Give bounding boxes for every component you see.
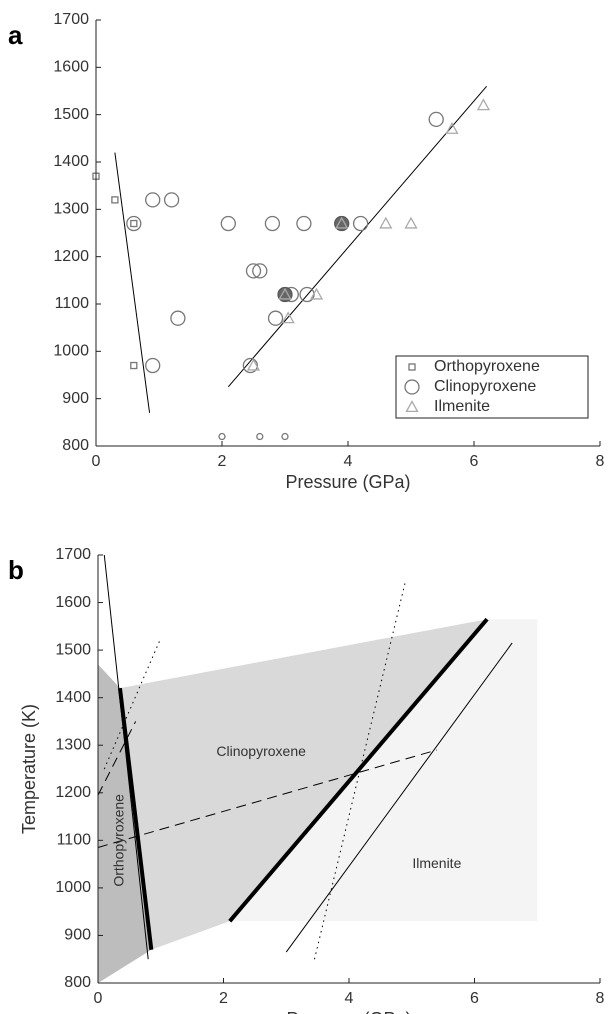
y-tick-label: 1500	[55, 641, 91, 658]
y-tick-label: 1300	[53, 201, 89, 218]
marker-circle	[281, 432, 289, 441]
y-tick-label: 1700	[55, 546, 91, 563]
marker-circle	[145, 357, 161, 374]
y-tick-label: 1000	[53, 343, 89, 360]
boundary-line	[114, 152, 151, 413]
boundary-line	[227, 85, 487, 388]
marker-circle	[428, 111, 444, 128]
y-tick-label: 1300	[55, 736, 91, 753]
x-tick-label: 6	[470, 990, 479, 1007]
legend-label: Orthopyroxene	[434, 358, 540, 375]
marker-triangle	[379, 216, 393, 229]
x-tick-label: 4	[345, 990, 354, 1007]
region	[229, 619, 538, 922]
marker-circle	[126, 215, 142, 232]
marker-triangle	[476, 98, 491, 111]
x-tick-label: 8	[596, 990, 605, 1007]
y-tick-label: 1700	[53, 11, 89, 28]
y-tick-label: 900	[62, 390, 89, 407]
x-tick-label: 2	[219, 990, 228, 1007]
marker-filled	[277, 287, 293, 303]
x-tick-label: 0	[92, 453, 101, 470]
marker-circle	[145, 192, 161, 208]
marker-circle	[242, 357, 259, 374]
marker-triangle	[246, 358, 261, 371]
marker-filled	[334, 216, 350, 232]
marker-triangle	[335, 216, 349, 229]
marker-triangle	[281, 311, 295, 324]
y-tick-label: 1100	[57, 832, 92, 849]
y-tick-label: 800	[62, 437, 89, 454]
marker-square	[130, 219, 138, 228]
marker-circle	[252, 263, 268, 279]
region	[98, 664, 152, 983]
marker-circle	[264, 215, 281, 232]
y-tick-label: 1400	[55, 689, 91, 706]
x-axis-label: Pressure (GPa)	[285, 472, 410, 492]
y-tick-label: 1200	[53, 248, 89, 265]
legend-box	[395, 355, 589, 419]
y-tick-label: 1400	[53, 153, 89, 170]
panel-label: a	[8, 20, 23, 50]
marker-square	[111, 196, 119, 204]
y-tick-label: 1500	[53, 106, 89, 123]
x-axis-label: Pressure (GPa)	[286, 1009, 411, 1014]
marker-triangle	[445, 122, 459, 134]
boundary-line	[97, 749, 437, 848]
region-label: Clinopyroxene	[216, 743, 306, 759]
legend-label: Ilmenite	[434, 398, 490, 415]
marker-square	[130, 361, 138, 370]
y-tick-label: 1100	[55, 295, 90, 312]
boundary-line	[285, 642, 513, 953]
marker-circle	[256, 432, 264, 441]
legend-marker	[405, 400, 419, 413]
marker-circle	[163, 192, 180, 208]
y-tick-label: 1000	[55, 879, 91, 896]
region-label: Orthopyroxene	[111, 794, 127, 887]
marker-circle	[218, 432, 226, 441]
marker-circle	[220, 215, 236, 232]
marker-triangle	[404, 216, 418, 229]
marker-circle	[267, 310, 284, 326]
marker-triangle	[309, 287, 324, 300]
legend-marker	[408, 363, 416, 371]
y-axis-label: Temperature (K)	[19, 704, 39, 834]
legend-label: Clinopyroxene	[434, 378, 536, 395]
x-tick-label: 2	[218, 453, 227, 470]
region	[98, 619, 488, 983]
y-tick-label: 1200	[55, 784, 91, 801]
x-tick-label: 4	[344, 453, 353, 470]
y-tick-label: 1600	[55, 594, 91, 611]
x-tick-label: 0	[94, 990, 103, 1007]
y-tick-label: 800	[64, 974, 91, 991]
legend-marker	[404, 379, 420, 395]
panel-label: b	[8, 555, 24, 585]
region-label: Ilmenite	[412, 855, 461, 871]
x-tick-label: 6	[470, 453, 479, 470]
marker-circle	[352, 215, 369, 232]
marker-circle	[245, 263, 262, 279]
boundary-line	[228, 617, 489, 923]
marker-circle	[296, 215, 312, 232]
boundary-line	[97, 721, 137, 796]
y-tick-label: 900	[64, 927, 91, 944]
boundary-line	[117, 687, 154, 950]
marker-circle	[170, 310, 186, 326]
x-tick-label: 8	[596, 453, 605, 470]
y-tick-label: 1600	[53, 59, 89, 76]
marker-triangle	[278, 287, 292, 300]
